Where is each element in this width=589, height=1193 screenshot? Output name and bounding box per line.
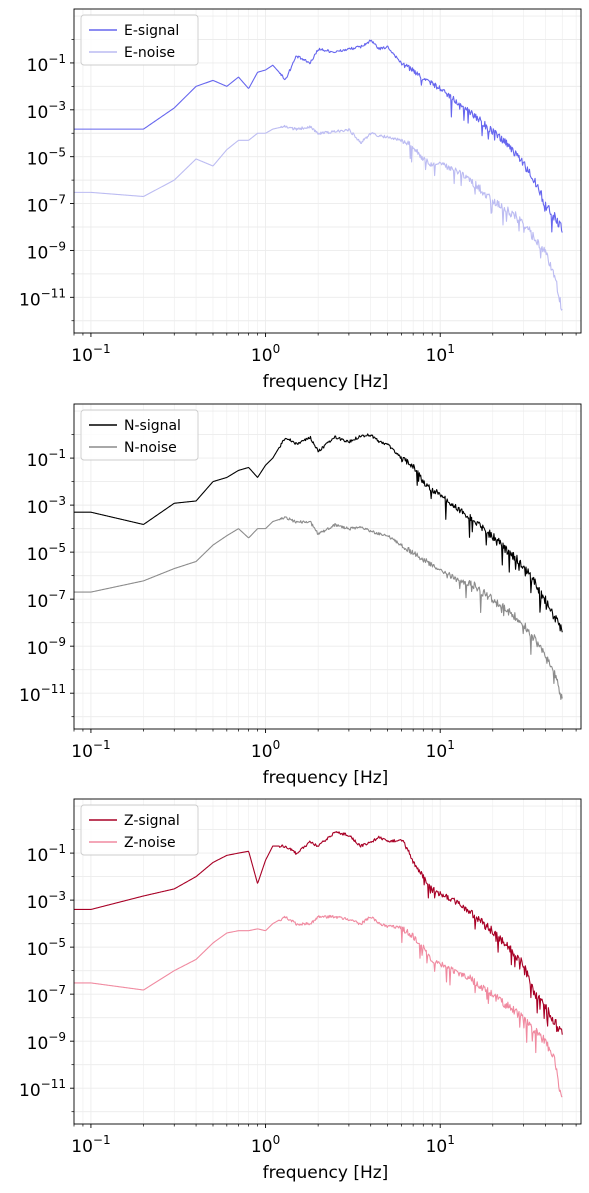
panel-2: 10−1 100 101 10−11 10−9 10−7 10−5 10−3 10−1 frequ… bbox=[19, 403, 582, 788]
panel-1-grid bbox=[74, 9, 581, 333]
panel-1-legend: E-signal E-noise bbox=[80, 14, 199, 66]
x-tick-label: 100 bbox=[251, 738, 280, 762]
series-line-z-signal bbox=[74, 831, 563, 1035]
legend-entry: Z-noise bbox=[124, 835, 176, 851]
y-tick-label: 10−9 bbox=[27, 239, 66, 263]
y-tick-label: 10−7 bbox=[27, 588, 66, 612]
panel-3-legend: Z-signal Z-noise bbox=[80, 804, 199, 856]
legend-entry: Z-signal bbox=[124, 813, 180, 829]
y-tick-label: 10−3 bbox=[27, 889, 66, 913]
y-tick-label: 10−9 bbox=[27, 1030, 66, 1054]
panel-3: 10−1 100 101 10−11 10−9 10−7 10−5 10−3 10−1 frequ… bbox=[19, 798, 582, 1183]
panel-1-frame bbox=[73, 8, 582, 334]
legend-entry: E-noise bbox=[124, 45, 175, 61]
series-line-n-signal bbox=[74, 433, 563, 633]
legend-entry: E-signal bbox=[124, 23, 179, 39]
x-axis-label: frequency [Hz] bbox=[263, 1163, 389, 1183]
panel-3-grid bbox=[74, 799, 581, 1124]
y-tick-label: 10−7 bbox=[27, 193, 66, 217]
y-tick-label: 10−3 bbox=[27, 494, 66, 518]
x-tick-label: 100 bbox=[251, 342, 280, 366]
x-axis-label: frequency [Hz] bbox=[263, 372, 389, 392]
y-tick-label: 10−7 bbox=[27, 983, 66, 1007]
x-axis-label: frequency [Hz] bbox=[263, 768, 389, 788]
panel-2-frame bbox=[73, 403, 582, 730]
y-tick-label: 10−11 bbox=[19, 1077, 66, 1101]
y-tick-label: 10−5 bbox=[27, 936, 66, 960]
series-line-e-signal bbox=[74, 39, 563, 233]
y-tick-label: 10−11 bbox=[19, 286, 66, 310]
x-tick-label: 10−1 bbox=[71, 738, 110, 762]
y-tick-label: 10−1 bbox=[27, 447, 66, 471]
panel-2-legend: N-signal N-noise bbox=[80, 409, 199, 461]
series-line-n-noise bbox=[74, 516, 563, 700]
legend-entry: N-noise bbox=[124, 440, 177, 456]
x-tick-label: 10−1 bbox=[71, 1133, 110, 1157]
series-line-z-noise bbox=[74, 914, 563, 1098]
x-tick-label: 101 bbox=[426, 1133, 455, 1157]
x-tick-label: 10−1 bbox=[71, 342, 110, 366]
y-tick-label: 10−3 bbox=[27, 99, 66, 123]
legend-entry: N-signal bbox=[124, 418, 181, 434]
x-tick-label: 101 bbox=[426, 342, 455, 366]
x-tick-label: 100 bbox=[251, 1133, 280, 1157]
y-tick-label: 10−5 bbox=[27, 146, 66, 170]
x-tick-label: 101 bbox=[426, 738, 455, 762]
y-tick-label: 10−1 bbox=[27, 842, 66, 866]
panel-3-frame bbox=[73, 798, 582, 1125]
panel-1: 10−1 100 101 10−11 10−9 10−7 10−5 10−3 10−1 frequ… bbox=[19, 8, 582, 392]
series-line-e-noise bbox=[74, 124, 563, 311]
y-tick-label: 10−11 bbox=[19, 682, 66, 706]
y-tick-label: 10−1 bbox=[27, 52, 66, 76]
y-tick-label: 10−5 bbox=[27, 541, 66, 565]
y-tick-label: 10−9 bbox=[27, 635, 66, 659]
